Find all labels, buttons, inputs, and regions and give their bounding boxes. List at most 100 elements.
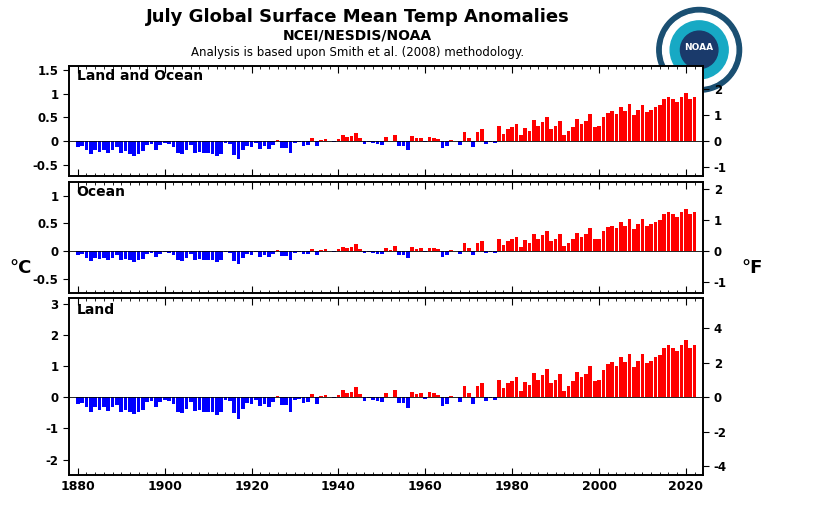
Bar: [93, 141, 97, 150]
Bar: [637, 224, 640, 251]
Bar: [176, 141, 180, 153]
Bar: [202, 397, 206, 412]
Bar: [180, 251, 184, 261]
Bar: [372, 397, 375, 400]
Bar: [676, 351, 679, 397]
Bar: [624, 226, 627, 251]
Bar: [689, 99, 692, 141]
Bar: [246, 251, 249, 254]
Bar: [354, 244, 358, 251]
Bar: [602, 370, 605, 397]
Bar: [193, 397, 197, 411]
Bar: [515, 123, 519, 141]
Bar: [102, 251, 106, 258]
Bar: [563, 391, 566, 397]
Bar: [285, 141, 288, 148]
Bar: [676, 217, 679, 251]
Text: NOAA: NOAA: [685, 43, 714, 52]
Bar: [450, 140, 453, 141]
Bar: [133, 251, 136, 262]
Bar: [576, 233, 579, 251]
Bar: [241, 141, 245, 151]
Bar: [380, 141, 384, 145]
Bar: [302, 397, 306, 403]
Bar: [628, 219, 631, 251]
Bar: [558, 121, 562, 141]
Bar: [502, 133, 506, 141]
Bar: [402, 397, 406, 403]
Bar: [415, 249, 419, 251]
Bar: [124, 141, 128, 151]
Bar: [207, 141, 210, 153]
Bar: [580, 377, 584, 397]
Bar: [398, 141, 401, 146]
Bar: [167, 251, 171, 253]
Bar: [150, 397, 154, 401]
Bar: [341, 247, 345, 251]
Bar: [285, 397, 288, 405]
Circle shape: [670, 21, 728, 79]
Bar: [619, 107, 623, 141]
Bar: [637, 110, 640, 141]
Bar: [163, 141, 167, 143]
Circle shape: [680, 31, 718, 69]
Bar: [580, 237, 584, 251]
Bar: [337, 395, 341, 397]
Bar: [320, 396, 323, 397]
Bar: [589, 228, 592, 251]
Bar: [571, 239, 575, 251]
Bar: [402, 141, 406, 146]
Bar: [645, 226, 649, 251]
Bar: [120, 251, 123, 260]
Bar: [246, 141, 249, 146]
Bar: [93, 397, 97, 407]
Bar: [272, 397, 275, 402]
Bar: [159, 397, 162, 402]
Bar: [424, 251, 427, 252]
Bar: [146, 397, 149, 402]
Bar: [550, 241, 553, 251]
Bar: [363, 141, 367, 144]
Bar: [571, 381, 575, 397]
Bar: [280, 141, 284, 148]
Bar: [337, 249, 341, 251]
Bar: [450, 250, 453, 251]
Bar: [485, 397, 488, 401]
Bar: [541, 122, 545, 141]
Bar: [524, 240, 527, 251]
Bar: [432, 248, 436, 251]
Bar: [154, 251, 158, 257]
Bar: [193, 141, 197, 153]
Bar: [128, 397, 132, 412]
Bar: [406, 251, 410, 258]
Bar: [220, 251, 223, 260]
Bar: [150, 141, 154, 144]
Bar: [193, 251, 197, 260]
Bar: [233, 141, 236, 155]
Bar: [215, 251, 219, 262]
Bar: [172, 141, 175, 146]
Bar: [676, 102, 679, 141]
Bar: [172, 251, 175, 255]
Bar: [185, 397, 189, 408]
Bar: [563, 135, 566, 141]
Bar: [480, 129, 484, 141]
Bar: [272, 141, 275, 145]
Bar: [663, 214, 666, 251]
Bar: [259, 141, 262, 149]
Bar: [415, 394, 419, 397]
Bar: [189, 397, 193, 402]
Bar: [293, 397, 297, 400]
Bar: [176, 397, 180, 412]
Bar: [367, 397, 371, 398]
Bar: [519, 247, 523, 251]
Bar: [437, 395, 440, 397]
Bar: [693, 345, 697, 397]
Bar: [137, 251, 141, 260]
Bar: [463, 132, 466, 141]
Bar: [289, 251, 293, 260]
Bar: [107, 397, 110, 411]
Bar: [341, 135, 345, 141]
Bar: [537, 380, 540, 397]
Bar: [311, 394, 314, 397]
